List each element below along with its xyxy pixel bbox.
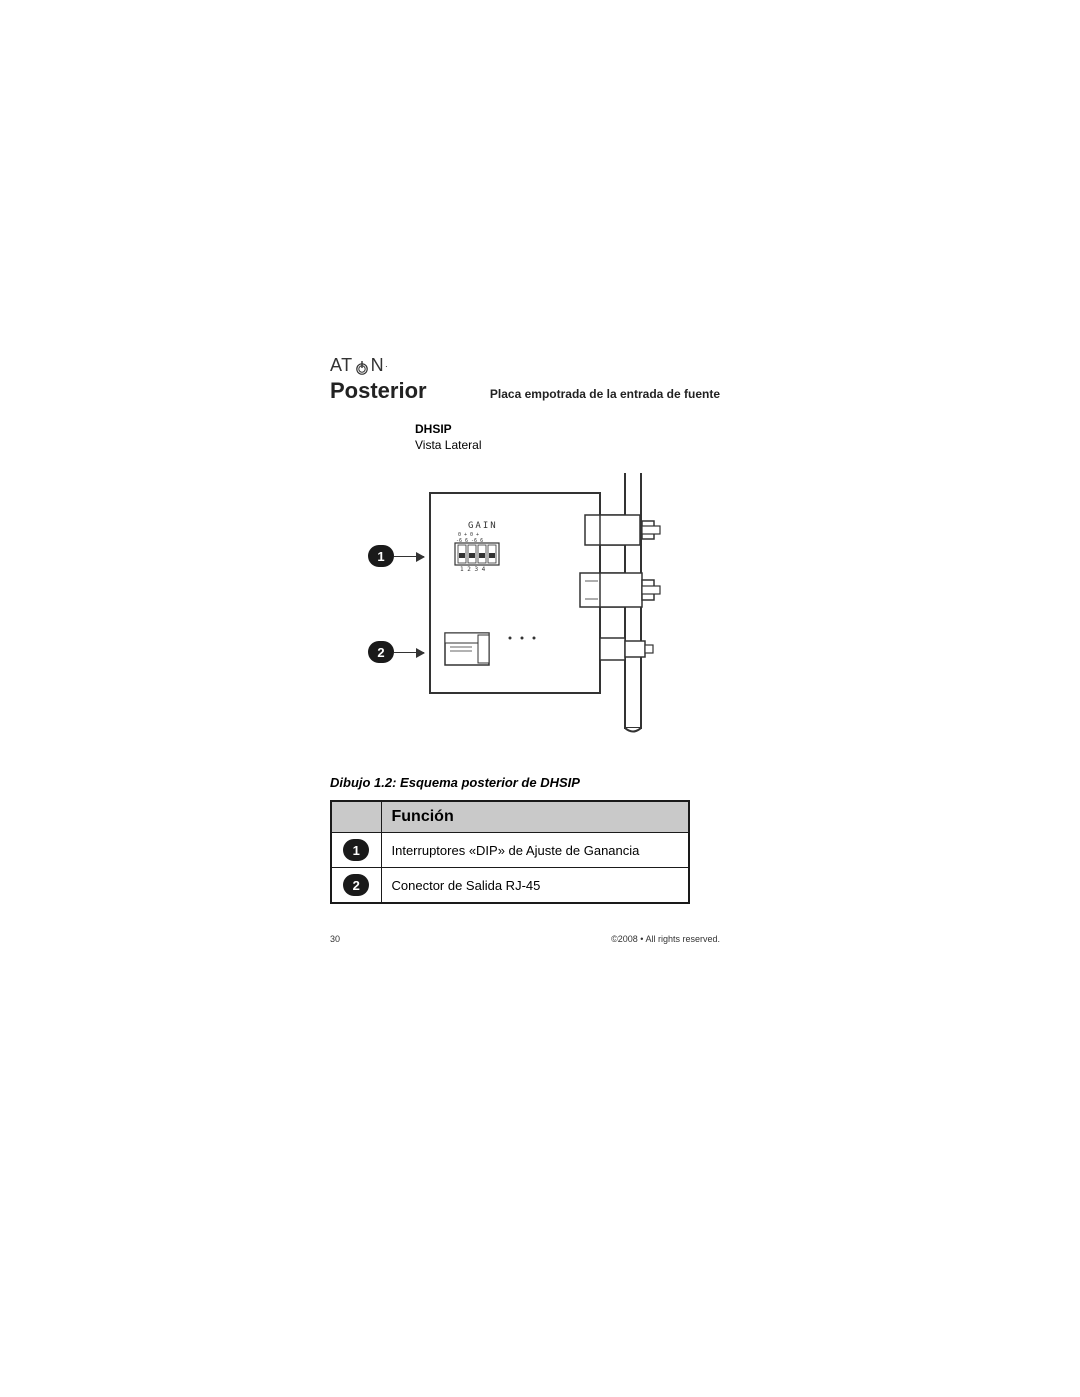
power-icon [355,358,369,376]
callout-badge-2: 2 [368,641,394,663]
device-view: Vista Lateral [415,438,482,452]
row-badge-2: 2 [343,874,369,896]
row-badge-cell: 2 [331,868,381,904]
brand-logo: AT N . [330,355,750,376]
table-header-funcion: Función [381,801,689,833]
diagram: 1 2 GAIN 0 + 0 + -6 6 -6 6 [330,473,750,753]
svg-text:GAIN: GAIN [468,521,498,531]
table-header-blank [331,801,381,833]
manual-page: AT N . Posterior Placa empotrada de la e… [330,355,750,944]
svg-text:1 2 3 4: 1 2 3 4 [460,566,486,573]
page-footer: 30 ©2008 • All rights reserved. [330,934,720,944]
page-subtitle: Placa empotrada de la entrada de fuente [490,387,750,401]
device-name: DHSIP [415,422,452,436]
table-row: 2 Conector de Salida RJ-45 [331,868,689,904]
logo-right: N [371,355,385,376]
copyright-text: ©2008 • All rights reserved. [611,934,720,944]
page-number: 30 [330,934,340,944]
table-row: 1 Interruptores «DIP» de Ajuste de Ganan… [331,833,689,868]
logo-left: AT [330,355,353,376]
device-drawing: GAIN 0 + 0 + -6 6 -6 6 1 2 3 4 [410,473,670,758]
function-table: Función 1 Interruptores «DIP» de Ajuste … [330,800,690,904]
row-text-2: Conector de Salida RJ-45 [381,868,689,904]
row-badge-1: 1 [343,839,369,861]
callout-badge-1: 1 [368,545,394,567]
section-title: Posterior [330,378,427,404]
header-row: Posterior Placa empotrada de la entrada … [330,378,750,404]
figure-caption: Dibujo 1.2: Esquema posterior de DHSIP [330,775,750,790]
row-text-1: Interruptores «DIP» de Ajuste de Gananci… [381,833,689,868]
row-badge-cell: 1 [331,833,381,868]
device-label: DHSIP Vista Lateral [415,422,750,453]
